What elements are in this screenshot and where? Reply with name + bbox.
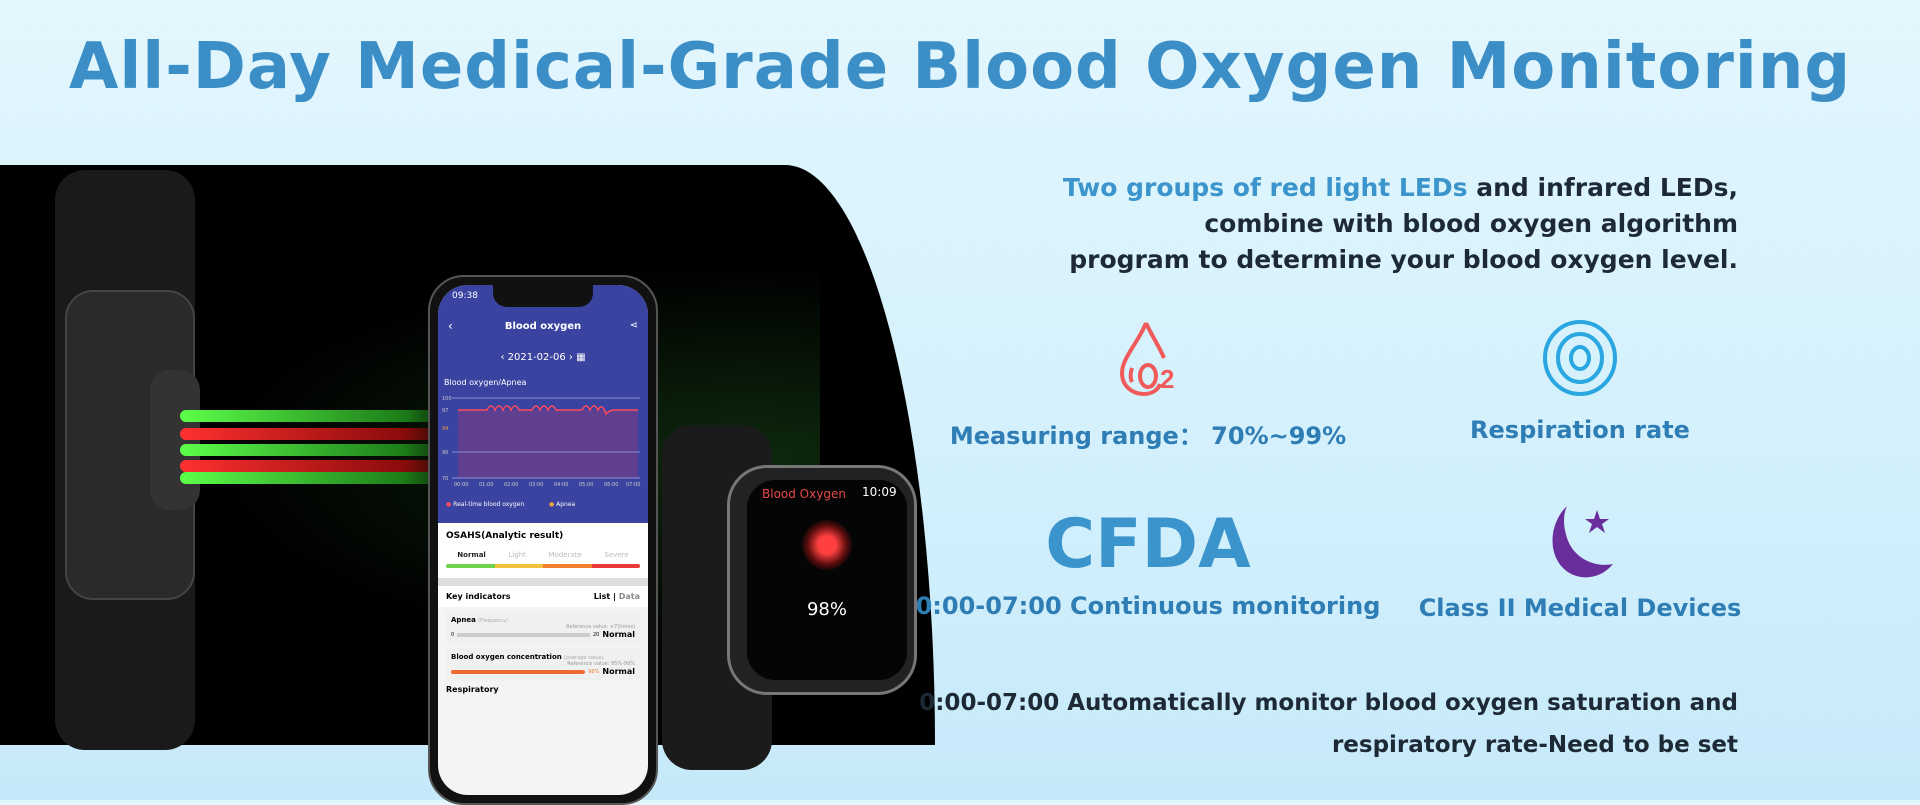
apnea-card: Apnea (Frequency) Reference value: ≤7(ti… — [446, 611, 640, 644]
apnea-name: Apnea — [451, 616, 476, 624]
y-tick: 97 — [442, 408, 448, 414]
share-icon[interactable]: ⋖ — [629, 320, 638, 331]
x-tick: 06:00 — [604, 482, 618, 488]
apnea-status: Normal — [602, 630, 635, 639]
y-tick: 100 — [442, 396, 452, 402]
continuous-monitoring-label: 0:00-07:00 Continuous monitoring — [915, 592, 1381, 620]
level-light: Light — [508, 551, 526, 559]
apnea-ref: Reference value: ≤7(times) — [566, 624, 635, 630]
watch-value: 98% — [806, 599, 847, 620]
intro-line1: and infrared LEDs, — [1467, 173, 1738, 202]
moon-star-icon — [1552, 506, 1613, 578]
watch-time: 10:09 — [862, 485, 897, 499]
x-tick: 05:00 — [579, 482, 593, 488]
measuring-range-label: Measuring range： 70%~99% — [949, 422, 1347, 450]
spo2-value: 98% — [588, 668, 600, 675]
apnea-max: 20 — [593, 631, 600, 638]
spo2-ref: Reference value: 95%-99% — [567, 661, 635, 667]
level-normal: Normal — [457, 551, 486, 559]
respiration-rate-label: Respiration rate — [1470, 416, 1690, 444]
watch-side-view — [55, 170, 200, 750]
red-led-beam — [180, 428, 460, 440]
x-tick: 03:00 — [529, 482, 543, 488]
green-led-beam — [180, 472, 460, 484]
bottom-text: 0:00-07:00 Automatically monitor blood o… — [919, 682, 1738, 766]
spo2-card: Blood oxygen concentration (average valu… — [446, 648, 640, 681]
prev-date-icon[interactable]: ‹ — [500, 352, 508, 363]
legend-spo2: Real-time blood oxygen — [453, 501, 525, 508]
next-date-icon[interactable]: › ▦ — [565, 352, 586, 363]
key-indicators-title: Key indicators — [446, 592, 511, 601]
bottom-line2: respiratory rate-Need to be set — [1331, 732, 1738, 758]
spo2-chart: 100 97 94 90 70 00:00 01:00 02:00 03:00 … — [442, 396, 640, 488]
spo2-status: Normal — [602, 667, 635, 676]
o2-drop-icon: 2 — [1119, 322, 1174, 397]
intro-line2: combine with blood oxygen algorithm — [1204, 209, 1738, 238]
chart-title: Blood oxygen/Apnea — [444, 378, 527, 387]
data-tab[interactable]: Data — [618, 592, 640, 601]
screen-title: Blood oxygen — [504, 321, 582, 332]
apnea-min: 0 — [451, 631, 455, 638]
level-moderate: Moderate — [548, 551, 582, 559]
spo2-sub: (average value) — [563, 655, 604, 661]
status-time: 09:38 — [452, 291, 478, 301]
red-led-beam — [180, 460, 460, 472]
smartwatch: Blood Oxygen 10:09 98% — [662, 425, 917, 770]
x-tick: 00:00 — [454, 482, 468, 488]
respiratory-label: Respiratory — [446, 685, 499, 694]
svg-text:2: 2 — [1160, 364, 1174, 394]
page-title: All-Day Medical-Grade Blood Oxygen Monit… — [68, 30, 1852, 104]
blood-drop-icon — [802, 520, 852, 570]
bottom-line1: 0:00-07:00 Automatically monitor blood o… — [919, 690, 1738, 716]
y-tick: 94 — [442, 426, 448, 432]
osahs-title: OSAHS(Analytic result) — [446, 531, 564, 541]
intro-text: Two groups of red light LEDs and infrare… — [1063, 170, 1738, 278]
phone-mockup: 09:38 ‹ Blood oxygen ⋖ ‹ 2021-02-06 › ▦ … — [428, 275, 658, 805]
x-tick: 04:00 — [554, 482, 568, 488]
y-tick: 90 — [442, 450, 448, 456]
watch-label: Blood Oxygen — [762, 487, 846, 501]
y-tick: 70 — [442, 476, 448, 482]
back-icon[interactable]: ‹ — [448, 319, 453, 333]
green-led-beam — [180, 444, 460, 456]
intro-highlight: Two groups of red light LEDs — [1062, 173, 1468, 202]
x-tick: 07:00 — [626, 482, 640, 488]
legend: ● Real-time blood oxygen ● Apnea — [446, 501, 576, 508]
cfda-mark: CFDA — [1045, 505, 1251, 584]
level-severe: Severe — [604, 551, 629, 559]
x-tick: 02:00 — [504, 482, 518, 488]
osahs-scale — [446, 564, 640, 568]
intro-line3: program to determine your blood oxygen l… — [1069, 245, 1738, 274]
list-tab[interactable]: List — [593, 592, 611, 601]
date-label: 2021-02-06 — [507, 352, 566, 363]
apnea-sub: (Frequency) — [478, 618, 508, 624]
x-tick: 01:00 — [479, 482, 493, 488]
respiration-rings-icon — [1543, 320, 1617, 396]
spo2-name: Blood oxygen concentration — [451, 653, 562, 661]
class-ii-label: Class II Medical Devices — [1418, 594, 1742, 622]
legend-apnea: Apnea — [556, 501, 576, 508]
green-led-beam — [180, 410, 460, 422]
